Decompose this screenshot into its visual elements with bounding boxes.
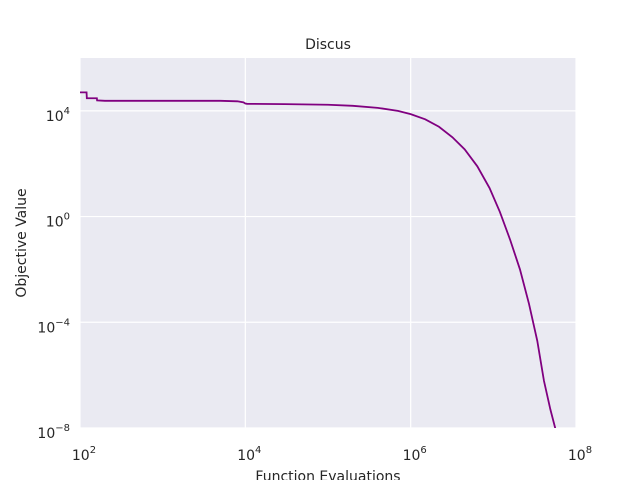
x-axis-ticks: 102 104 106 108 [72,445,592,464]
y-tick-label-0: 10−8 [37,423,70,442]
plot-area [80,58,576,428]
y-axis-ticks: 10−8 10−4 100 104 [37,106,70,442]
y-tick-label-1: 10−4 [37,317,70,336]
y-axis-label: Objective Value [14,188,30,297]
y-tick-label-3: 104 [46,106,70,125]
chart-title: Discus [305,37,351,53]
x-tick-label-1: 104 [237,445,261,464]
objective-value-line [80,91,557,428]
x-tick-label-0: 102 [72,445,96,464]
y-tick-label-2: 100 [46,212,70,231]
grid-lines [79,58,577,429]
x-axis-label: Function Evaluations [255,469,400,480]
x-tick-label-2: 106 [403,445,427,464]
x-tick-label-3: 108 [568,445,592,464]
